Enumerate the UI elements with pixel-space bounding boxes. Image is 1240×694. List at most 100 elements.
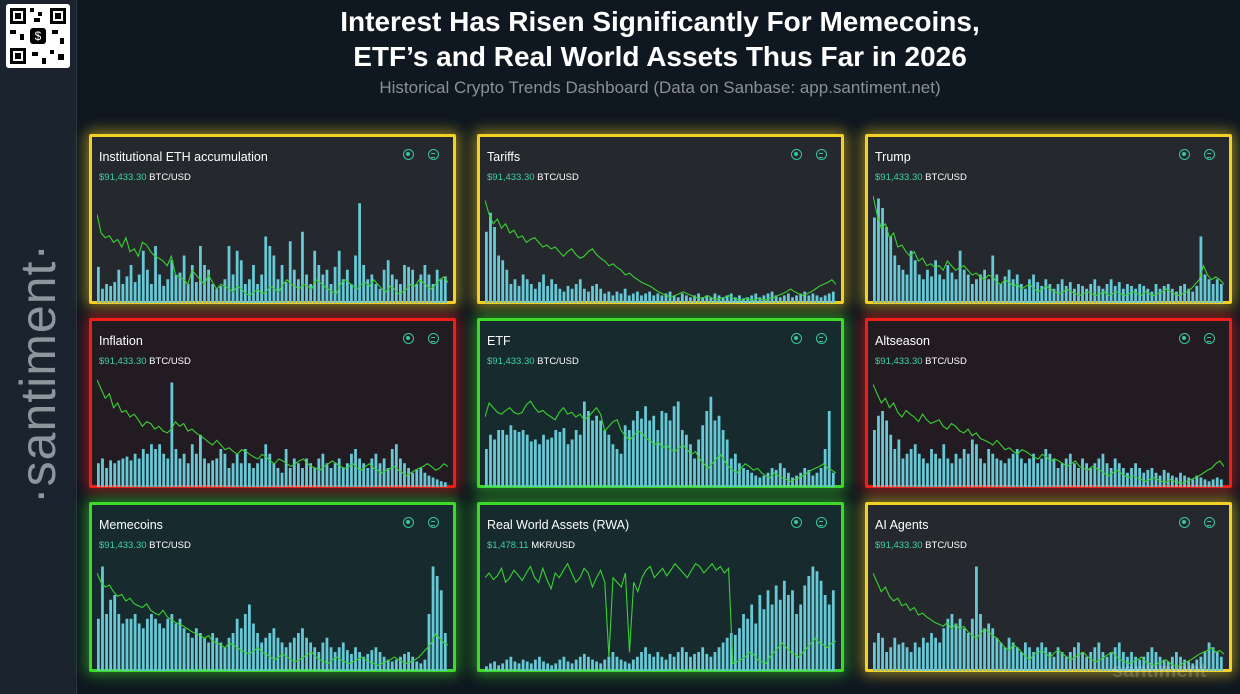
volume-bar (538, 282, 541, 303)
volume-bar (1195, 285, 1199, 303)
volume-bar (697, 652, 701, 671)
volume-bar (374, 453, 378, 487)
volume-bar (190, 637, 194, 671)
volume-bar (154, 618, 157, 671)
volume-bar (215, 288, 219, 303)
volume-bar (733, 634, 737, 671)
volume-bar (611, 652, 615, 671)
volume-bar (1101, 652, 1105, 671)
price-line (873, 195, 1224, 297)
qr-code-icon[interactable]: $ (6, 4, 70, 68)
volume-bar (803, 291, 807, 303)
volume-bar (1052, 458, 1056, 487)
view-icon[interactable] (791, 149, 802, 160)
volume-bar (725, 295, 729, 303)
menu-icon[interactable] (428, 517, 439, 528)
volume-bar (823, 595, 827, 671)
menu-icon[interactable] (1204, 333, 1215, 344)
view-icon[interactable] (1179, 149, 1190, 160)
volume-bar (680, 430, 684, 487)
volume-bar (1089, 652, 1093, 671)
volume-bar (1215, 477, 1219, 487)
volume-bar (321, 453, 325, 487)
volume-bar (938, 274, 942, 303)
trend-panel[interactable]: Institutional ETH accumulation $91,433.30… (89, 134, 456, 304)
volume-bar (505, 269, 509, 303)
volume-bar (1113, 647, 1117, 671)
volume-bar (174, 274, 178, 303)
menu-icon[interactable] (816, 149, 827, 160)
volume-bar (284, 282, 288, 303)
volume-bar (399, 284, 402, 303)
volume-bar (930, 633, 933, 671)
trend-panel[interactable]: Real World Assets (RWA) $1,478.11 MKR/USD (477, 502, 844, 672)
volume-bar (1024, 288, 1027, 303)
volume-bar (644, 293, 647, 303)
view-icon[interactable] (1179, 333, 1190, 344)
menu-icon[interactable] (1204, 517, 1215, 528)
volume-bar (1158, 475, 1162, 487)
volume-bar (407, 652, 410, 671)
volume-bar (219, 449, 223, 487)
volume-bar (399, 656, 402, 671)
volume-bar (1126, 656, 1129, 671)
volume-bar (999, 642, 1003, 671)
volume-bar (893, 255, 897, 303)
volume-bar (970, 284, 974, 303)
view-icon[interactable] (403, 517, 414, 528)
volume-bar (1101, 288, 1105, 303)
trend-panel[interactable]: Inflation $91,433.30 BTC/USD (89, 318, 456, 488)
view-icon[interactable] (1179, 517, 1190, 528)
trend-panel[interactable]: Tariffs $91,433.30 BTC/USD (477, 134, 844, 304)
volume-bar (1126, 472, 1129, 487)
view-icon[interactable] (791, 517, 802, 528)
volume-bar (219, 642, 223, 671)
trend-panel[interactable]: AI Agents $91,433.30 BTC/USD (865, 502, 1232, 672)
volume-bar (885, 420, 889, 487)
volume-bar (292, 458, 296, 487)
menu-icon[interactable] (428, 149, 439, 160)
trend-panel[interactable]: ETF $91,433.30 BTC/USD (477, 318, 844, 488)
trend-panel[interactable]: Altseason $91,433.30 BTC/USD (865, 318, 1232, 488)
volume-bar (917, 274, 921, 303)
volume-bar (525, 434, 529, 487)
volume-bar (223, 279, 227, 303)
volume-bar (1130, 285, 1133, 303)
volume-bar (113, 282, 117, 303)
volume-bar (354, 255, 357, 303)
volume-bar (538, 444, 541, 487)
volume-bar (1187, 288, 1191, 303)
volume-bar (1154, 472, 1158, 487)
view-icon[interactable] (403, 333, 414, 344)
price-pair: BTC/USD (922, 540, 967, 551)
view-icon[interactable] (791, 333, 802, 344)
volume-bar (162, 285, 166, 303)
volume-bar (921, 458, 925, 487)
volume-bar (1203, 479, 1207, 487)
volume-bar (1146, 288, 1150, 303)
trend-panel[interactable]: Memecoins $91,433.30 BTC/USD (89, 502, 456, 672)
volume-bar (652, 295, 656, 303)
volume-bar (713, 420, 717, 487)
panel-actions (791, 517, 827, 528)
menu-icon[interactable] (816, 517, 827, 528)
volume-bar (1056, 647, 1060, 671)
volume-bar (1211, 479, 1215, 487)
volume-bar (366, 468, 370, 487)
menu-icon[interactable] (816, 333, 827, 344)
volume-bar (672, 406, 676, 487)
volume-bar (178, 458, 182, 487)
view-icon[interactable] (403, 149, 414, 160)
volume-bar (366, 653, 370, 671)
volume-bar (803, 585, 807, 671)
volume-bar (962, 449, 966, 487)
volume-bar (105, 284, 108, 303)
menu-icon[interactable] (428, 333, 439, 344)
trend-panel[interactable]: Trump $91,433.30 BTC/USD (865, 134, 1232, 304)
volume-bar (1166, 661, 1170, 671)
volume-bar (570, 663, 574, 671)
menu-icon[interactable] (1204, 149, 1215, 160)
volume-bar (689, 656, 692, 671)
volume-bar (497, 430, 501, 487)
price-readout: $91,433.30 BTC/USD (875, 540, 967, 551)
